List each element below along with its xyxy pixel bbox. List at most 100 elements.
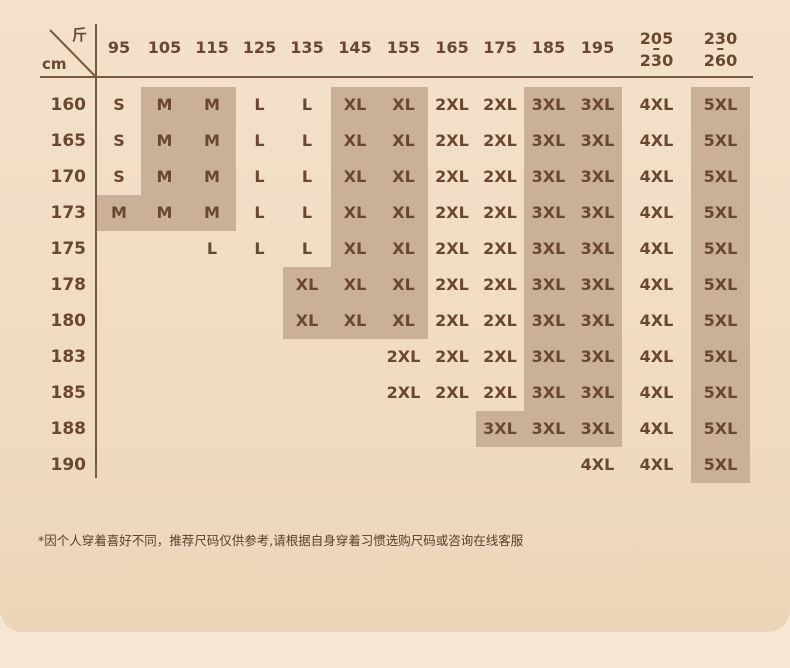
size-cell: M — [141, 159, 188, 195]
size-cell: 3XL — [524, 411, 573, 447]
size-cell — [141, 447, 188, 483]
range-dash — [653, 48, 660, 50]
height-label: 180 — [50, 311, 87, 331]
size-cell: XL — [379, 159, 428, 195]
range-dash — [717, 48, 724, 50]
size-cell: 5XL — [691, 303, 750, 339]
size-cell: 3XL — [524, 159, 573, 195]
size-cell: 4XL — [639, 95, 674, 114]
size-cell: XL — [331, 231, 379, 267]
weight-header: 165 — [435, 38, 469, 57]
size-cell: 2XL — [483, 167, 517, 186]
size-cell — [428, 411, 476, 447]
size-cell: L — [254, 239, 265, 258]
weight-header: 95 — [107, 38, 131, 57]
size-cell: 5XL — [691, 87, 750, 123]
weight-header: 115 — [195, 38, 229, 57]
size-cell: L — [301, 167, 313, 186]
size-cell — [331, 339, 379, 375]
height-label: 190 — [50, 455, 87, 475]
weight-unit-label: 斤 — [72, 26, 88, 44]
weight-header: 155 — [386, 38, 421, 57]
size-cell: XL — [331, 267, 379, 303]
size-cell: 5XL — [691, 195, 750, 231]
height-label: 188 — [50, 419, 87, 439]
size-cell: 2XL — [386, 347, 421, 366]
size-cell — [236, 447, 283, 483]
weight-range-to: 260 — [703, 51, 738, 70]
size-cell — [236, 375, 283, 411]
height-label: 173 — [50, 203, 87, 223]
corner-diagonal — [49, 29, 96, 77]
size-cell: 4XL — [639, 347, 674, 366]
size-cell — [141, 411, 188, 447]
size-cell: 5XL — [691, 159, 750, 195]
size-cell — [236, 303, 283, 339]
size-cell: 3XL — [573, 303, 622, 339]
size-cell: 5XL — [691, 267, 750, 303]
size-cell — [331, 411, 379, 447]
size-cell: 5XL — [691, 411, 750, 447]
size-cell: 3XL — [524, 303, 573, 339]
size-cell: L — [206, 239, 218, 258]
size-cell — [188, 303, 236, 339]
size-cell: 3XL — [573, 231, 622, 267]
header-divider — [40, 76, 753, 78]
size-cell: L — [254, 203, 265, 222]
size-cell: 5XL — [691, 231, 750, 267]
size-cell: 2XL — [435, 311, 469, 330]
size-cell — [141, 267, 188, 303]
size-cell: 4XL — [639, 203, 674, 222]
size-cell: 2XL — [435, 347, 469, 366]
size-cell: 3XL — [573, 267, 622, 303]
size-cell: 2XL — [483, 383, 517, 402]
size-cell: 4XL — [639, 131, 674, 150]
weight-header: 230 260 — [704, 28, 737, 72]
size-cell: 4XL — [580, 455, 615, 474]
size-cell: 3XL — [524, 267, 573, 303]
size-cell: XL — [283, 267, 331, 303]
size-cell: L — [301, 239, 313, 258]
size-cell: XL — [331, 87, 379, 123]
size-cell: XL — [283, 303, 331, 339]
size-cell: 3XL — [573, 123, 622, 159]
height-label: 185 — [50, 383, 87, 403]
size-cell: 5XL — [691, 375, 750, 411]
size-cell: XL — [379, 123, 428, 159]
size-cell: XL — [331, 159, 379, 195]
size-cell: 3XL — [573, 375, 622, 411]
size-cell — [428, 447, 476, 483]
size-cell: 3XL — [573, 87, 622, 123]
size-cell: M — [141, 123, 188, 159]
size-cell: 4XL — [639, 311, 674, 330]
weight-header: 175 — [483, 38, 517, 57]
size-cell: 2XL — [483, 239, 517, 258]
size-cell: 3XL — [573, 159, 622, 195]
size-cell: 2XL — [483, 311, 517, 330]
size-cell — [476, 447, 524, 483]
height-label: 160 — [50, 95, 87, 115]
size-cell: 2XL — [435, 95, 469, 114]
size-cell — [188, 375, 236, 411]
size-cell — [141, 303, 188, 339]
size-cell: 2XL — [483, 347, 517, 366]
size-cell — [97, 339, 141, 375]
size-cell: S — [113, 131, 125, 150]
size-cell: 2XL — [435, 203, 469, 222]
size-cell: L — [254, 95, 265, 114]
size-cell: M — [141, 195, 188, 231]
size-cell — [331, 375, 379, 411]
size-cell — [97, 267, 141, 303]
size-cell — [283, 375, 331, 411]
size-cell: M — [97, 195, 141, 231]
size-cell — [283, 339, 331, 375]
size-cell: XL — [379, 195, 428, 231]
size-cell: 2XL — [435, 275, 469, 294]
size-cell — [97, 375, 141, 411]
size-cell — [283, 447, 331, 483]
size-cell: 3XL — [573, 411, 622, 447]
size-cell: 5XL — [691, 447, 750, 483]
weight-header: 195 — [580, 38, 615, 57]
size-cell: L — [301, 203, 313, 222]
size-cell: 3XL — [524, 87, 573, 123]
